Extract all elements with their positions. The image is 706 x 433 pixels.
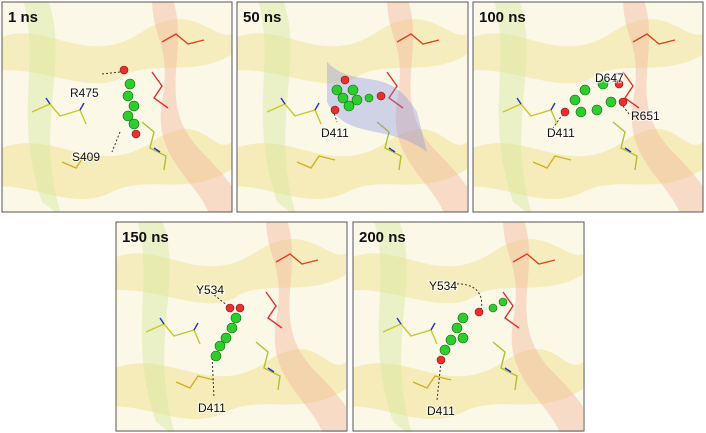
ligand bbox=[119, 65, 141, 139]
residue-label: S409 bbox=[72, 150, 100, 164]
panel: 1 ns R475 S409 bbox=[1, 1, 233, 213]
ligand bbox=[436, 297, 508, 365]
ligand bbox=[210, 303, 245, 362]
ligand bbox=[330, 75, 386, 115]
residue-label: Y534 bbox=[429, 279, 457, 293]
panel-frame bbox=[115, 221, 348, 432]
residue-label: D411 bbox=[321, 126, 349, 140]
panel-frame bbox=[472, 1, 704, 213]
residue-label: Y534 bbox=[196, 283, 224, 297]
panel: 100 ns D647 D411 R651 bbox=[472, 1, 704, 213]
panel-label: 1 ns bbox=[8, 9, 38, 26]
residue-label: D411 bbox=[547, 126, 575, 140]
residue-label: R475 bbox=[70, 86, 99, 100]
ligand bbox=[560, 78, 628, 118]
panel-label: 200 ns bbox=[359, 229, 406, 246]
residue-label: D647 bbox=[595, 71, 624, 85]
panel-frame bbox=[236, 1, 469, 213]
panel-label: 50 ns bbox=[243, 9, 281, 26]
panel: 150 ns Y534 D411 bbox=[115, 221, 348, 432]
panel-label: 150 ns bbox=[122, 229, 169, 246]
panel-label: 100 ns bbox=[479, 9, 526, 26]
residue-label: R651 bbox=[631, 109, 660, 123]
panel-frame bbox=[1, 1, 233, 213]
panel-frame bbox=[352, 221, 585, 432]
panel: 50 ns D411 bbox=[236, 1, 469, 213]
panel: 200 ns Y534 D411 bbox=[352, 221, 585, 432]
residue-label: D411 bbox=[427, 404, 455, 418]
residue-label: D411 bbox=[198, 401, 226, 415]
